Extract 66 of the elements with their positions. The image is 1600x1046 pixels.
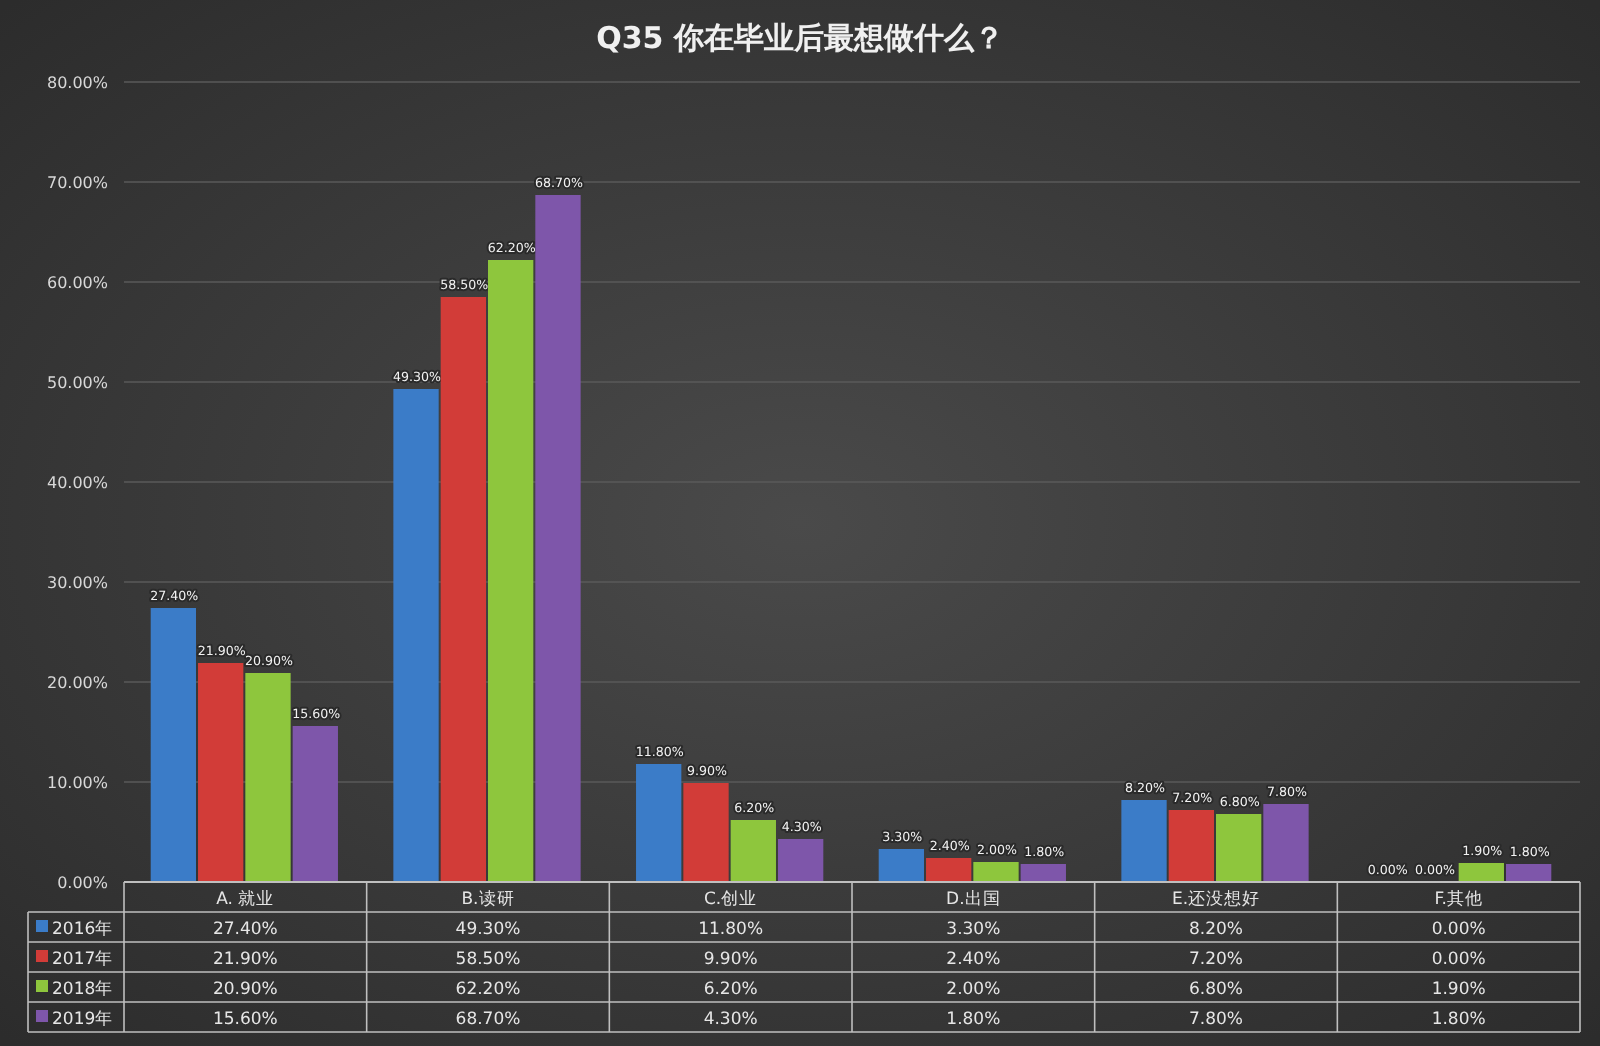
- bar: [1263, 804, 1309, 882]
- data-label: 7.20%: [1188, 950, 1244, 970]
- bar: [973, 862, 1019, 882]
- data-label: 21.90%: [212, 950, 278, 970]
- x-tick-label: B.读研: [461, 888, 515, 910]
- bar: [926, 858, 972, 882]
- data-label: 20.90%: [212, 980, 278, 1000]
- data-label: 15.60%: [212, 1010, 278, 1030]
- data-label: 0.00%: [1431, 920, 1486, 940]
- data-label: 8.20%: [1188, 920, 1244, 940]
- legend-label: 2019年: [52, 1008, 114, 1030]
- data-label: 2.00%: [946, 980, 1001, 1000]
- data-label: 1.90%: [1431, 980, 1486, 1000]
- y-tick-label: 60.00%: [46, 274, 109, 292]
- bar: [1458, 863, 1504, 882]
- data-label: 7.80%: [1188, 1010, 1244, 1030]
- bar: [150, 608, 197, 882]
- bar: [1121, 800, 1167, 882]
- data-label: 0.00%: [1431, 950, 1486, 970]
- x-tick-label: E.还没想好: [1171, 888, 1261, 910]
- y-tick-label: 80.00%: [46, 74, 109, 92]
- data-label: 9.90%: [703, 950, 758, 970]
- y-tick-label: 20.00%: [46, 674, 109, 692]
- data-label: 3.30%: [946, 920, 1001, 940]
- data-label: 6.80%: [1188, 980, 1244, 1000]
- y-tick-label: 0.00%: [57, 874, 109, 892]
- x-tick-label: C.创业: [704, 888, 758, 910]
- data-label: 68.70%: [455, 1010, 521, 1030]
- chart-title: Q35 你在毕业后最想做什么？: [596, 20, 1004, 56]
- data-label: 6.20%: [703, 980, 758, 1000]
- bar: [683, 783, 729, 882]
- data-label: 1.80%: [946, 1010, 1001, 1030]
- bar: [878, 849, 925, 882]
- y-tick-label: 70.00%: [46, 174, 109, 192]
- x-tick-label: F.其他: [1434, 888, 1483, 910]
- bar: [535, 195, 581, 882]
- data-label: 27.40%: [212, 920, 278, 940]
- bar: [1505, 864, 1552, 882]
- data-label: 1.80%: [1431, 1010, 1486, 1030]
- y-tick-label: 40.00%: [46, 474, 109, 492]
- x-tick-label: D.出国: [946, 888, 1001, 910]
- bar: [1168, 810, 1214, 882]
- data-label: 11.80%: [698, 920, 764, 940]
- legend-label: 2018年: [52, 978, 114, 1000]
- y-tick-label: 30.00%: [46, 574, 109, 592]
- bar: [440, 297, 486, 882]
- data-label: 2.40%: [946, 950, 1001, 970]
- x-tick-label: A. 就业: [216, 888, 275, 910]
- bar: [393, 389, 439, 882]
- bar: [1020, 864, 1066, 882]
- bar: [245, 673, 291, 882]
- bar: [198, 663, 244, 882]
- data-label: 58.50%: [455, 950, 521, 970]
- data-label: 62.20%: [455, 980, 521, 1000]
- bar: [292, 726, 338, 882]
- bar: [636, 764, 682, 882]
- bar: [488, 260, 534, 882]
- y-tick-label: 50.00%: [46, 374, 109, 392]
- data-label: 4.30%: [703, 1010, 758, 1030]
- legend-label: 2016年: [52, 918, 114, 940]
- bar: [777, 839, 824, 882]
- data-label: 49.30%: [455, 920, 521, 940]
- y-tick-label: 10.00%: [46, 774, 109, 792]
- bar: [1216, 814, 1262, 882]
- legend-label: 2017年: [52, 948, 114, 970]
- bar: [730, 820, 776, 882]
